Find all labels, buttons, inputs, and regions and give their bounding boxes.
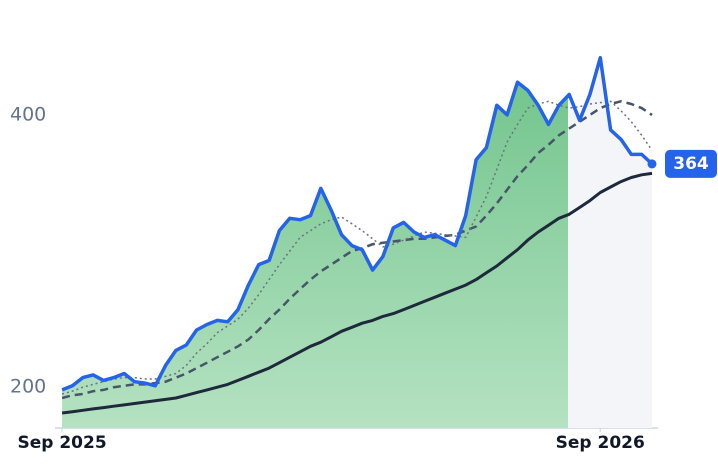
area-green xyxy=(62,82,568,428)
y-tick-label: 400 xyxy=(10,103,46,125)
series-line xyxy=(61,171,653,415)
area-gray xyxy=(568,57,652,428)
y-tick-label: 200 xyxy=(10,376,46,398)
last-value-badge xyxy=(665,149,717,178)
last-value-label: 364 xyxy=(673,154,709,174)
x-tick-label: Sep 2026 xyxy=(556,433,645,453)
series-line xyxy=(61,55,654,392)
x-tick-label: Sep 2025 xyxy=(17,433,106,453)
series-line xyxy=(61,100,653,400)
last-point xyxy=(647,159,657,169)
